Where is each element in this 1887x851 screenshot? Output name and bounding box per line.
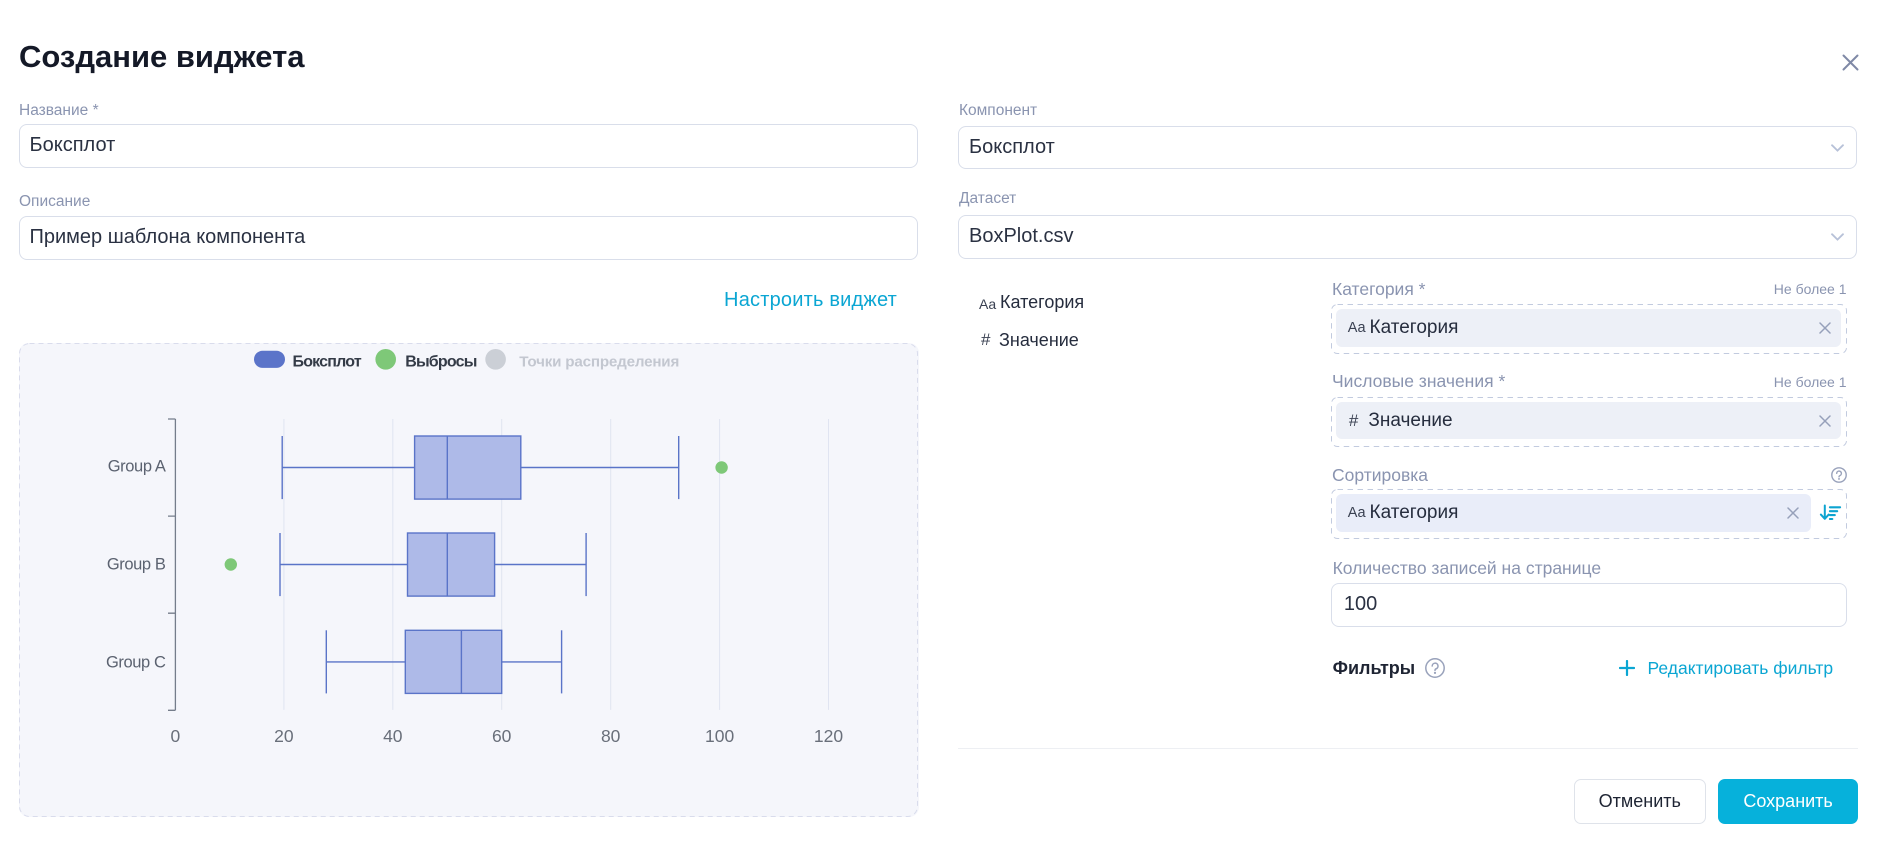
svg-text:Боксплот: Боксплот [293,354,362,371]
svg-text:40: 40 [383,726,403,746]
svg-text:Точки распределения: Точки распределения [519,354,679,371]
svg-text:Group C: Group C [106,654,166,672]
svg-text:80: 80 [601,726,621,746]
svg-text:100: 100 [705,726,734,746]
svg-text:120: 120 [814,726,843,746]
svg-text:Выбросы: Выбросы [405,354,477,371]
svg-text:Group B: Group B [107,556,166,574]
svg-text:20: 20 [274,726,294,746]
svg-text:Group A: Group A [108,457,166,475]
svg-text:60: 60 [492,726,512,746]
svg-text:0: 0 [171,726,181,746]
